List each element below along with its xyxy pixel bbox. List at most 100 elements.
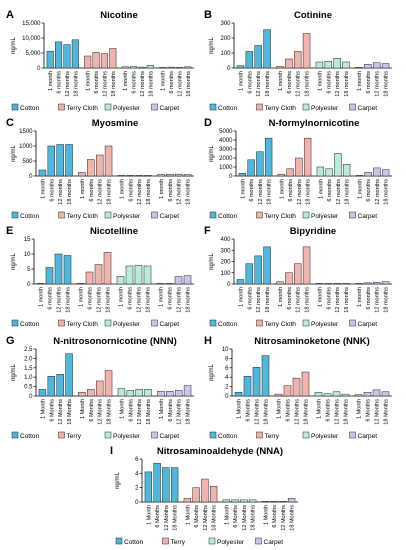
x-tick-label: 18 months <box>73 71 79 97</box>
bar <box>92 52 100 69</box>
bar <box>63 255 72 285</box>
legend-swatch <box>58 103 65 111</box>
x-tick-label: 6 months <box>128 287 134 310</box>
x-tick-label: 18 months <box>106 287 112 313</box>
x-tick-label: 1 month <box>357 179 363 199</box>
x-tick-label: 1 month <box>238 71 244 91</box>
bar <box>293 263 302 285</box>
panel-label: D <box>204 117 212 129</box>
bar <box>38 389 47 397</box>
legend-swatch <box>302 431 310 439</box>
bar <box>36 283 45 285</box>
x-tick-label: 6 months <box>366 287 372 310</box>
legend-label: Polyester <box>113 105 141 112</box>
legend-label: Carpet <box>358 213 378 220</box>
x-tick-label: 6 Months <box>286 399 292 422</box>
bar <box>46 50 54 69</box>
legend-label: Cotton <box>124 539 144 546</box>
bar <box>71 39 79 69</box>
y-tick-label: 500 <box>22 159 33 165</box>
chart-title: N-nitrosonornicotine (NNN) <box>53 336 177 347</box>
x-tick-label: 6 months <box>132 71 138 94</box>
bar <box>144 175 152 177</box>
bar <box>100 53 108 69</box>
y-tick-label: 6 <box>225 366 229 372</box>
x-tick-label: 12 Months <box>177 399 183 425</box>
x-tick-label: 6 months <box>57 71 63 94</box>
legend-label: Polyester <box>311 213 339 220</box>
x-tick-label: 12 months <box>102 71 108 97</box>
legend-swatch <box>58 211 65 219</box>
x-tick-label: 1 Month <box>224 505 230 525</box>
y-tick-label: 15,000 <box>22 21 41 27</box>
bar <box>236 65 245 69</box>
bar <box>274 393 283 397</box>
bar <box>144 389 152 397</box>
bar <box>126 390 135 397</box>
bar <box>341 393 350 397</box>
y-tick-label: 5 <box>27 267 31 273</box>
x-tick-label: 12 months <box>375 179 381 205</box>
x-tick-label: 12 months <box>137 179 143 205</box>
bar <box>55 41 63 69</box>
legend-label: Terry <box>171 539 186 546</box>
x-tick-label: 18 months <box>186 179 192 205</box>
x-tick-label: 12 months <box>335 287 341 313</box>
bar <box>56 144 64 177</box>
y-tick-label: 0 <box>229 174 233 180</box>
x-tick-label: 12 Months <box>58 399 64 425</box>
legend-label: Terry Cloth <box>265 213 297 220</box>
bar <box>47 376 56 397</box>
legend-swatch <box>255 537 262 545</box>
legend-label: Polyester <box>311 321 339 328</box>
y-tick-label: 5000 <box>219 129 233 135</box>
x-tick-label: 12 Months <box>137 399 143 425</box>
x-tick-label: 18 months <box>305 287 311 313</box>
x-tick-label: 1 month <box>123 71 129 91</box>
legend-swatch <box>151 211 158 219</box>
x-tick-label: 18 months <box>186 71 192 97</box>
x-tick-label: 6 months <box>247 71 253 94</box>
legend-swatch <box>302 211 310 219</box>
chart-title: Nitrosaminoaldehyde (NNA) <box>157 446 283 457</box>
bar <box>240 499 248 503</box>
legend-swatch <box>349 211 356 219</box>
bar <box>63 44 71 69</box>
x-tick-label: 18 months <box>111 71 117 97</box>
bar <box>261 501 270 503</box>
x-tick-label: 12 Months <box>255 399 261 425</box>
x-tick-label: 6 months <box>169 71 175 94</box>
bar <box>165 283 174 285</box>
bar <box>183 174 192 177</box>
x-tick-label: 1 month <box>317 71 323 91</box>
bar <box>209 485 218 503</box>
legend-swatch <box>151 319 158 327</box>
x-tick-label: 6 Months <box>366 399 372 422</box>
y-tick-label: 1.0 <box>24 375 33 381</box>
bar <box>170 467 179 503</box>
x-tick-label: 1 Month <box>159 399 165 419</box>
bar <box>156 283 165 285</box>
x-tick-label: 6 months <box>366 179 372 202</box>
x-tick-label: 12 months <box>375 287 381 313</box>
y-tick-label: 0 <box>29 394 33 400</box>
y-axis-label: ng/mL <box>11 364 17 381</box>
bar <box>78 172 86 177</box>
x-tick-label: 18 months <box>267 179 273 205</box>
x-tick-label: 12 months <box>256 287 262 313</box>
legend-swatch <box>11 211 19 219</box>
x-tick-label: 12 Months <box>375 399 381 425</box>
y-axis-label: ng/mL <box>11 145 17 162</box>
x-tick-label: 12 months <box>65 71 71 97</box>
bar <box>78 391 86 397</box>
legend-label: Carpet <box>160 213 180 220</box>
bar <box>256 151 264 177</box>
x-tick-label: 18 months <box>384 179 390 205</box>
bar <box>270 501 278 503</box>
x-tick-label: 6 Months <box>233 505 239 528</box>
legend-label: Polyester <box>217 539 245 546</box>
legend-swatch <box>349 103 356 111</box>
legend-swatch <box>209 211 217 219</box>
